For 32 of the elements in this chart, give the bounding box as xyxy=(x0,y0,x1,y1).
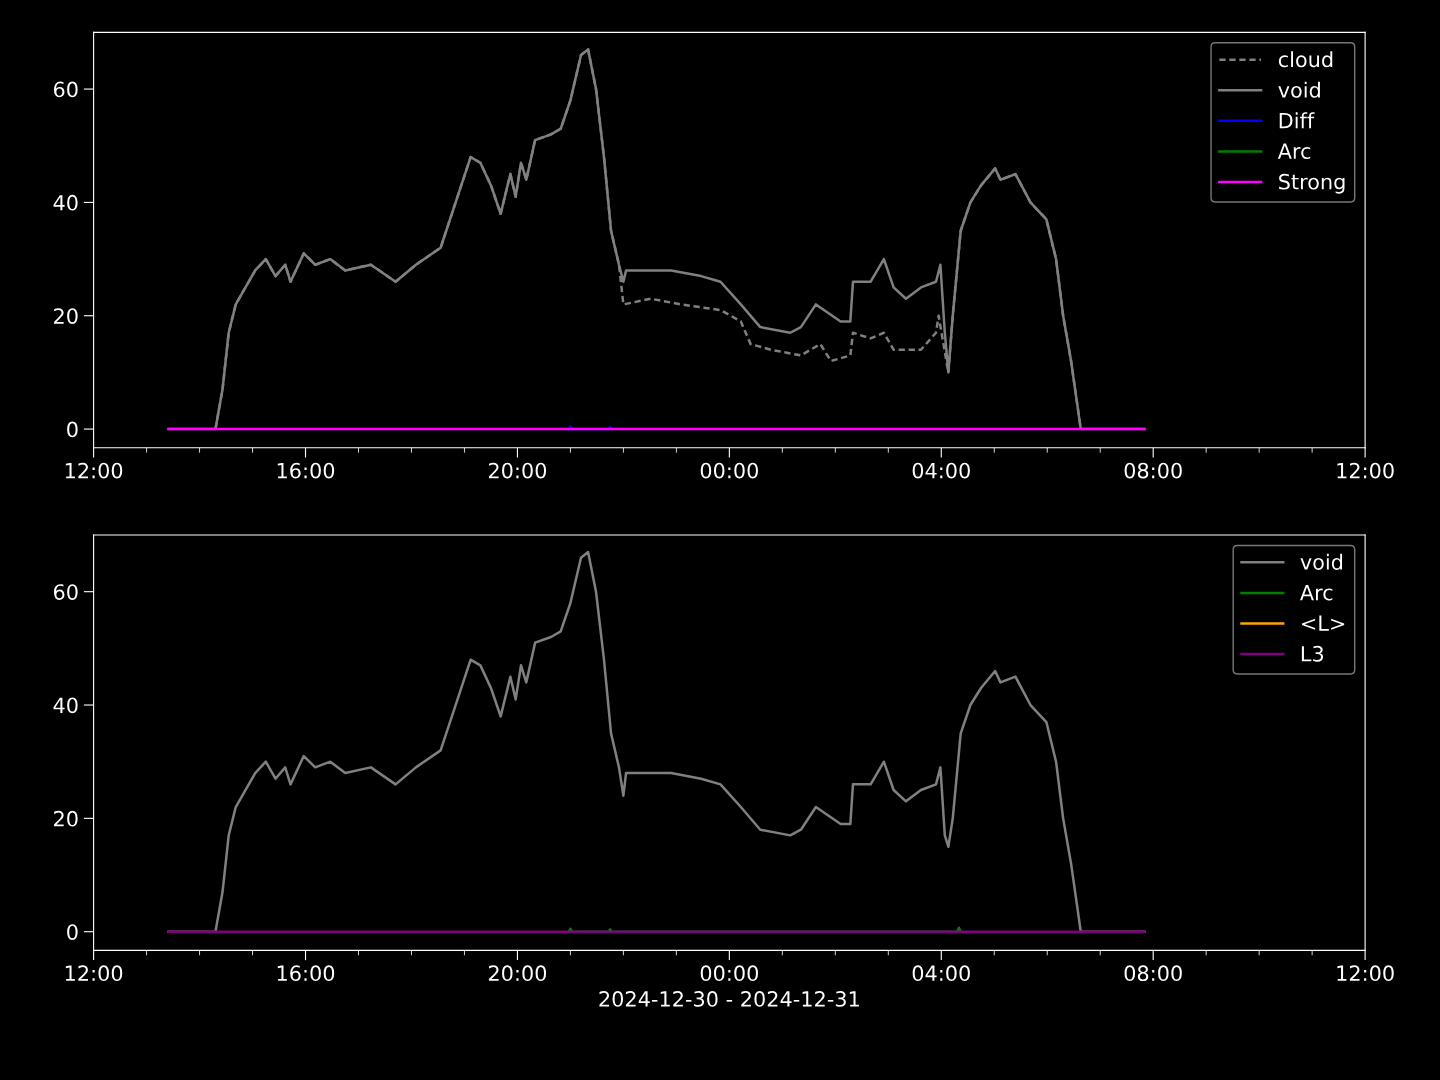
x-tick-label: 12:00 xyxy=(65,462,123,479)
y-tick-label: 40 xyxy=(53,194,78,211)
legend-label: cloud xyxy=(1278,51,1333,68)
x-tick-label: 00:00 xyxy=(700,462,758,479)
x-tick-label: 08:00 xyxy=(1124,462,1182,479)
legend-label: void xyxy=(1300,553,1343,570)
x-tick-label: 12:00 xyxy=(1337,965,1394,982)
legend-label: L3 xyxy=(1301,645,1324,662)
legend-label: Arc xyxy=(1277,143,1311,160)
y-tick-label: 20 xyxy=(54,308,78,324)
y-tick-label: 20 xyxy=(54,810,78,827)
legend-label: void xyxy=(1278,81,1320,98)
y-tick-label: 60 xyxy=(53,81,78,98)
legend-label: Strong xyxy=(1279,173,1345,194)
x-axis-title: 2024-12-30 - 2024-12-31 xyxy=(599,991,859,1007)
x-tick-label: 20:00 xyxy=(488,462,547,479)
x-tick-label: 12:00 xyxy=(65,965,123,982)
x-tick-label: 20:00 xyxy=(488,965,547,982)
legend-label: Diff xyxy=(1279,112,1315,129)
x-tick-label: 04:00 xyxy=(912,965,970,982)
x-tick-label: 16:00 xyxy=(277,462,335,479)
x-tick-label: 00:00 xyxy=(700,965,758,982)
y-tick-label: 0 xyxy=(67,924,78,940)
legend-label: <L> xyxy=(1302,615,1345,631)
y-tick-label: 60 xyxy=(53,584,78,600)
legend-label: Arc xyxy=(1300,584,1333,601)
y-tick-label: 40 xyxy=(53,697,78,714)
x-tick-label: 12:00 xyxy=(1337,462,1394,479)
x-tick-label: 16:00 xyxy=(277,965,335,982)
y-tick-label: 0 xyxy=(67,421,78,438)
x-tick-label: 08:00 xyxy=(1124,965,1182,982)
x-tick-label: 04:00 xyxy=(912,462,970,479)
